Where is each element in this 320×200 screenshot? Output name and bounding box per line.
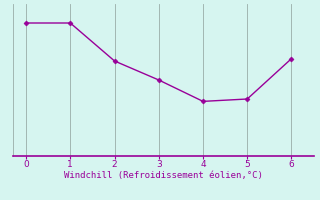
X-axis label: Windchill (Refroidissement éolien,°C): Windchill (Refroidissement éolien,°C) [64, 171, 263, 180]
